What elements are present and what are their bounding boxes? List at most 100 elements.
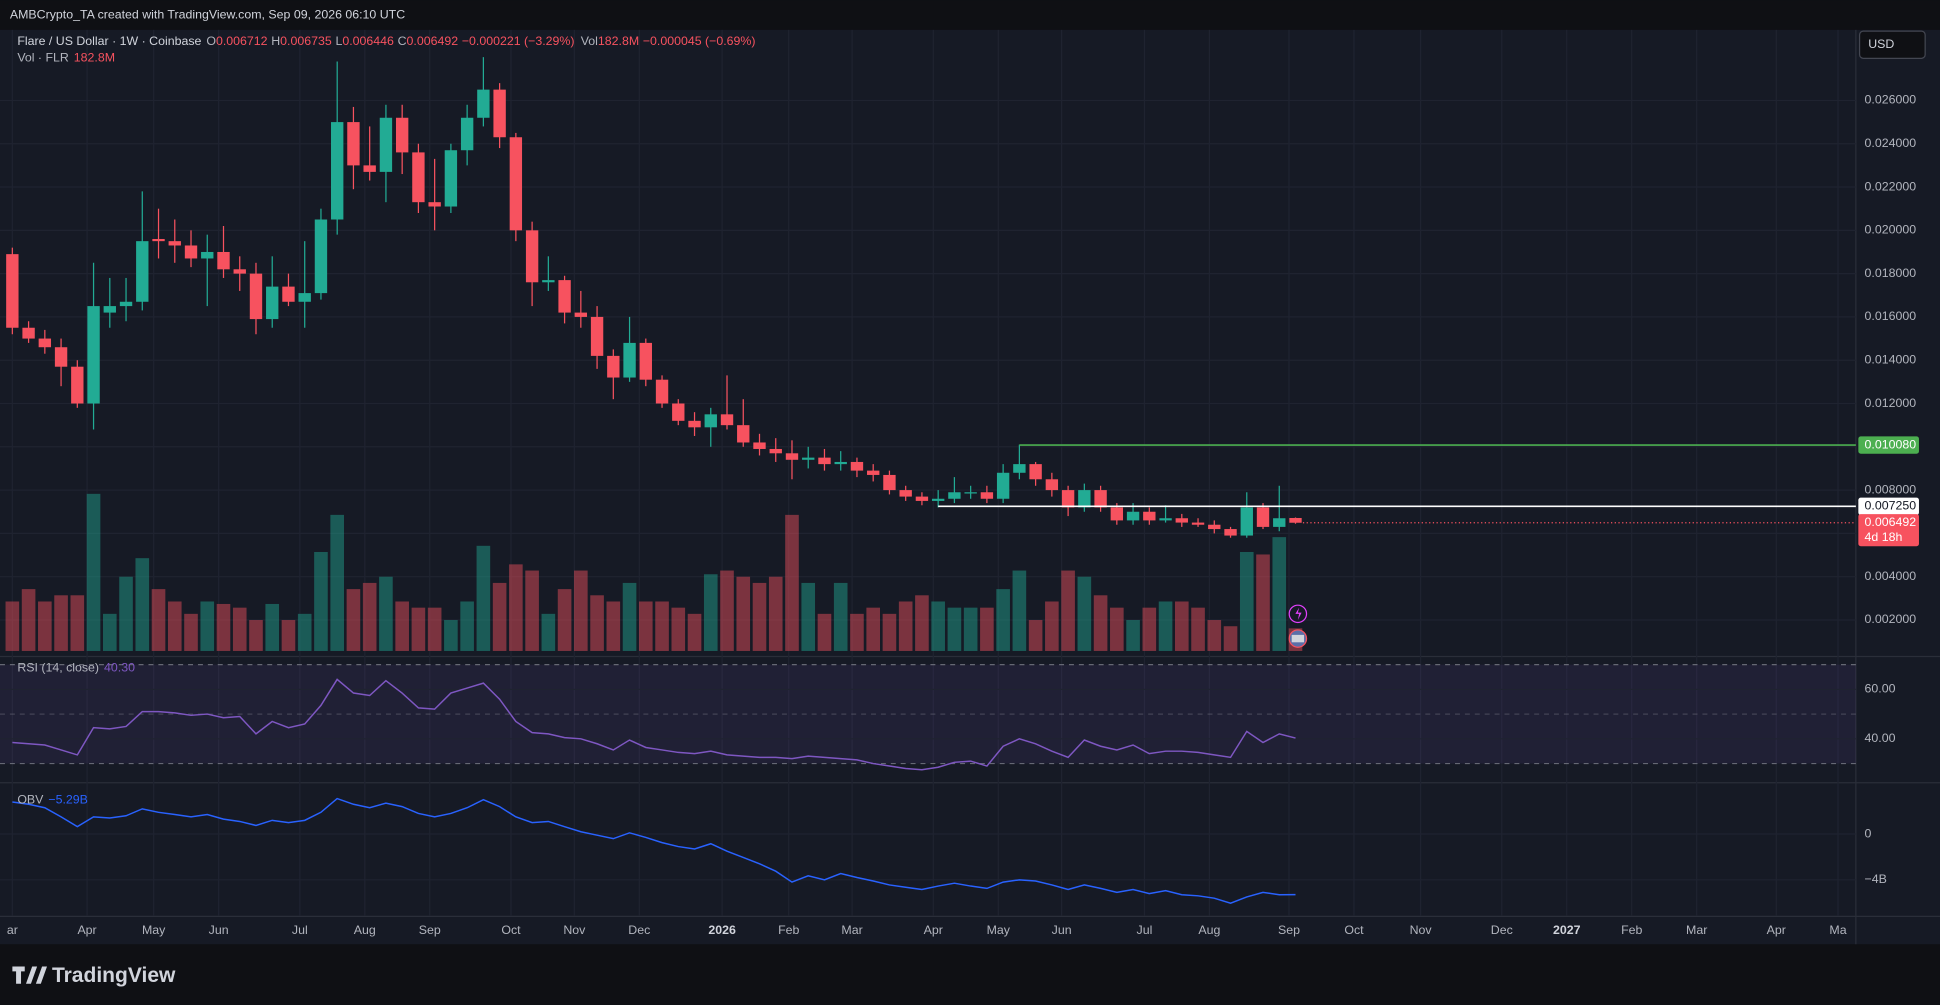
x-tick-label: Jun xyxy=(209,923,229,937)
volume-bar xyxy=(931,601,945,651)
volume-bar xyxy=(1028,620,1043,651)
volume-bar xyxy=(866,607,881,651)
volume-bar xyxy=(1045,601,1059,651)
volume-bar xyxy=(54,595,68,651)
volume-bar xyxy=(476,545,491,651)
candle-body xyxy=(509,137,523,231)
volume-bar xyxy=(86,493,101,651)
volume-bar xyxy=(1223,626,1238,651)
x-tick-label: Nov xyxy=(1410,923,1433,937)
candle-body xyxy=(87,306,100,404)
candle-body xyxy=(168,241,181,246)
volume-bar xyxy=(606,601,621,651)
volume-bar xyxy=(509,564,523,651)
currency-label[interactable]: USD xyxy=(1868,37,1894,51)
candle-body xyxy=(282,286,295,302)
x-tick-label: Dec xyxy=(1491,923,1513,937)
rsi-value: 40.30 xyxy=(104,661,135,675)
volume-bar xyxy=(1093,595,1108,651)
candle-body xyxy=(1110,507,1124,521)
x-tick-label: Jun xyxy=(1052,923,1072,937)
candle-body xyxy=(525,230,539,283)
volume-bar xyxy=(590,595,604,651)
candle-body xyxy=(493,89,506,138)
volume-title: Vol · FLR xyxy=(17,51,69,65)
volume-bar xyxy=(980,607,994,651)
price-label: 0.010080 xyxy=(1865,437,1917,451)
volume-bar xyxy=(151,589,166,651)
logo xyxy=(12,966,48,984)
y-tick-label: 0.026000 xyxy=(1865,93,1917,107)
x-tick-label: Nov xyxy=(563,923,586,937)
x-tick-label: Oct xyxy=(501,923,521,937)
candle-body xyxy=(314,219,328,294)
volume-bar xyxy=(200,601,215,651)
volume-bar xyxy=(281,620,296,651)
volume-bar xyxy=(1191,607,1205,651)
obv-value: −5.29B xyxy=(48,793,88,807)
legend-main: Flare / US Dollar · 1W · Coinbase O0.0067… xyxy=(17,35,755,49)
candle-body xyxy=(184,245,198,259)
credit: AMBCrypto_TA created with TradingView.co… xyxy=(10,7,405,21)
candle-body xyxy=(964,492,977,494)
x-tick-label: Sep xyxy=(419,923,441,937)
volume-bar xyxy=(379,576,393,651)
candle-body xyxy=(201,251,214,259)
volume-bar xyxy=(119,576,133,651)
vol-label: Vol xyxy=(581,35,598,49)
candle-body xyxy=(119,301,133,307)
last-price-box xyxy=(1858,514,1919,547)
candle-body xyxy=(639,342,652,380)
last-price-label: 0.006492 xyxy=(1865,515,1917,529)
o-label: O xyxy=(206,35,216,49)
candle-body xyxy=(899,490,912,497)
volume-bar xyxy=(574,570,588,651)
price-label-box xyxy=(1858,436,1919,454)
candle-body xyxy=(444,150,458,207)
volume-bar xyxy=(768,576,783,651)
candle-body xyxy=(558,280,571,313)
indicator-line xyxy=(12,797,1296,905)
candle-body xyxy=(22,327,35,339)
candle-body xyxy=(1191,522,1205,525)
volume-bar xyxy=(638,601,653,651)
volume-bar xyxy=(314,551,328,651)
indicator-icons xyxy=(1288,604,1308,648)
volume-bar xyxy=(882,613,897,651)
x-tick-label: Apr xyxy=(1767,923,1786,937)
indicator-line xyxy=(12,678,1296,771)
volume-bar xyxy=(785,514,799,651)
volume-bar xyxy=(801,582,816,651)
candle-body xyxy=(1143,511,1156,521)
volume-legend: Vol · FLR 182.8M xyxy=(17,51,115,65)
candle-body xyxy=(834,461,847,465)
volume-bar xyxy=(1110,607,1124,651)
volume-bar xyxy=(622,582,637,651)
volume-bar xyxy=(492,582,507,651)
currency-button[interactable] xyxy=(1858,30,1926,59)
volume-bar xyxy=(655,601,669,651)
volume-bar xyxy=(898,601,913,651)
vol-change: −0.000045 (−0.69%) xyxy=(643,35,756,49)
candle-body xyxy=(428,202,441,207)
volume-bar xyxy=(915,595,929,651)
candle-body xyxy=(672,403,685,421)
candle-body xyxy=(1175,518,1188,523)
volume-bar xyxy=(1077,576,1092,651)
candle-body xyxy=(818,457,831,465)
volume-bar xyxy=(671,607,686,651)
candle-body xyxy=(266,286,279,320)
candle-body xyxy=(38,338,52,348)
candle-body xyxy=(688,420,701,428)
y-tick-label: 0.020000 xyxy=(1865,223,1917,237)
candle-body xyxy=(931,498,945,501)
candle-body xyxy=(785,453,799,460)
candle-body xyxy=(542,280,555,283)
h-value: 0.006735 xyxy=(280,35,332,49)
volume-bar xyxy=(216,603,231,651)
volume-bar xyxy=(184,613,198,651)
volume-bar xyxy=(265,603,280,651)
volume-bar xyxy=(720,570,734,651)
x-tick-label: Jul xyxy=(1137,923,1153,937)
candle-body xyxy=(720,414,734,426)
